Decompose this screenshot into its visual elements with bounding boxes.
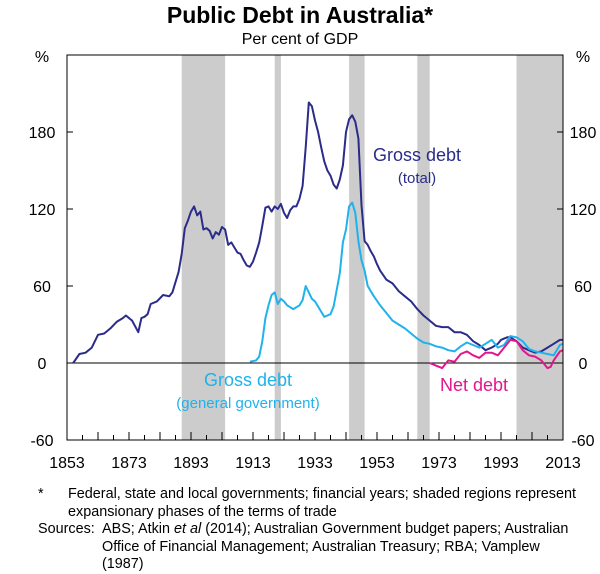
- x-tick-label: 1913: [235, 455, 271, 472]
- chart-subtitle: Per cent of GDP: [241, 31, 359, 48]
- x-tick-label: 2013: [545, 455, 581, 472]
- y-tick-label-right: 60: [574, 279, 592, 296]
- series-label-net-debt: Net debt: [440, 375, 508, 395]
- x-tick-label: 1993: [483, 455, 519, 472]
- y-tick-label-left: -60: [30, 433, 53, 450]
- y-tick-label-left: 0: [38, 356, 47, 373]
- shaded-region-2: [274, 55, 281, 440]
- y-tick-label-left: 180: [29, 125, 56, 142]
- sources-label: Sources:: [38, 521, 95, 537]
- notes: * Federal, state and local governments; …: [38, 486, 583, 574]
- x-tick-label: 1853: [49, 455, 85, 472]
- series-label-gross-debt-general-government: (general government): [176, 395, 319, 412]
- y-axis-unit-left: %: [35, 49, 49, 66]
- shaded-region-3: [349, 55, 365, 440]
- footnote-text: Federal, state and local governments; fi…: [68, 486, 576, 520]
- series-label-gross-debt-total: (total): [398, 170, 436, 187]
- sources-text: ABS; Atkin et al (2014); Australian Gove…: [102, 521, 569, 572]
- y-tick-label-left: 60: [33, 279, 51, 296]
- series-label-gross-debt-general-government: Gross debt: [204, 370, 292, 390]
- y-tick-label-left: 120: [29, 202, 56, 219]
- series-line-gross-debt-general-government: [249, 201, 564, 363]
- y-axis-unit-right: %: [576, 49, 590, 66]
- series-line-gross-debt-total: [72, 101, 563, 364]
- x-tick-label: 1893: [173, 455, 209, 472]
- shaded-region-1: [181, 55, 226, 440]
- x-tick-label: 1933: [297, 455, 333, 472]
- x-tick-label: 1973: [421, 455, 457, 472]
- series-label-gross-debt-total: Gross debt: [373, 145, 461, 165]
- y-tick-label-right: 120: [570, 202, 597, 219]
- y-tick-label-right: 180: [570, 125, 597, 142]
- y-tick-label-right: 0: [579, 356, 588, 373]
- chart-title: Public Debt in Australia*: [166, 2, 434, 28]
- shaded-region-4: [417, 55, 430, 440]
- x-tick-label: 1953: [359, 455, 395, 472]
- chart: -60 -60 0 0 60 60 120 120 180 180% % 1853 1873 1893 19…: [29, 49, 597, 472]
- footnote-marker: *: [38, 486, 44, 502]
- shaded-region-5: [516, 55, 563, 440]
- y-tick-label-right: -60: [571, 433, 594, 450]
- series-line-net-debt: [429, 338, 564, 370]
- x-tick-label: 1873: [111, 455, 147, 472]
